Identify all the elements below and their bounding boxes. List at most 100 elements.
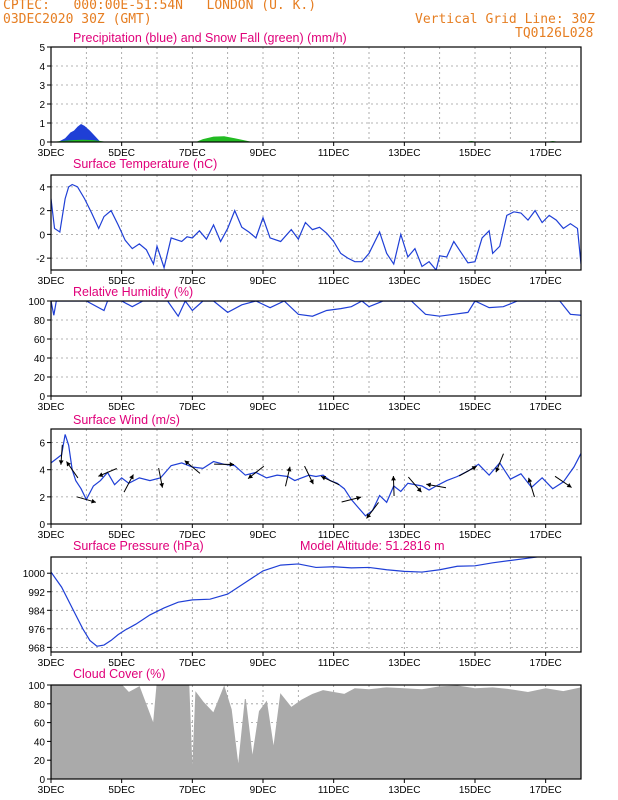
panel-1-precipitation-blue-and-s: Precipitation (blue) and Snow Fall (gree…	[38, 31, 582, 159]
y-tick-label: 992	[28, 588, 45, 599]
y-tick-label: 3	[39, 81, 45, 92]
location-header: CPTEC: 000:00E-51:54N LONDON (U. K.)	[3, 0, 317, 13]
y-tick-label: 1	[39, 119, 45, 130]
y-tick-label: 0	[39, 230, 45, 241]
wind-arrow-head	[495, 467, 500, 473]
panel-2-surface-temperature-nc: Surface Temperature (nC) -2 0 2 4 3DEC 5DEC 7DE…	[36, 157, 582, 287]
x-tick-label: 13DEC	[388, 148, 420, 159]
x-tick-label: 3DEC	[38, 276, 65, 287]
x-tick-label: 7DEC	[179, 276, 206, 287]
wind-arrow-head	[366, 513, 372, 519]
x-tick-label: 5DEC	[108, 148, 135, 159]
x-tick-label: 17DEC	[530, 785, 562, 796]
y-tick-label: 1000	[23, 569, 46, 580]
x-tick-label: 17DEC	[530, 276, 562, 287]
panel-title: Relative Humidity (%)	[73, 285, 193, 299]
x-tick-label: 11DEC	[318, 785, 350, 796]
series-line	[51, 183, 581, 270]
y-tick-label: 968	[28, 643, 45, 654]
wind-arrow-head	[527, 477, 533, 483]
series-line	[51, 557, 542, 647]
wind-arrow-head	[58, 460, 64, 465]
x-tick-label: 5DEC	[108, 402, 135, 413]
x-tick-label: 13DEC	[388, 402, 420, 413]
y-tick-label: 2	[39, 493, 45, 504]
panel-subtitle: Model Altitude: 51.2816 m	[300, 539, 445, 553]
panel-title: Precipitation (blue) and Snow Fall (gree…	[73, 31, 347, 45]
wind-arrow-head	[426, 482, 432, 488]
panel-frame	[50, 684, 582, 780]
wind-arrow-head	[248, 473, 253, 479]
x-tick-label: 3DEC	[38, 402, 65, 413]
wind-arrow-head	[321, 476, 327, 481]
x-tick-label: 5DEC	[108, 530, 135, 541]
x-tick-label: 5DEC	[108, 785, 135, 796]
wind-arrow-head	[159, 482, 164, 488]
x-tick-label: 5DEC	[108, 276, 135, 287]
wind-arrow-head	[229, 461, 235, 467]
x-tick-label: 3DEC	[38, 658, 65, 669]
x-tick-label: 5DEC	[108, 658, 135, 669]
y-tick-label: 0	[39, 392, 45, 403]
x-tick-label: 9DEC	[250, 276, 277, 287]
panel-title: Surface Pressure (hPa)	[73, 539, 204, 553]
y-tick-label: 100	[28, 297, 45, 308]
precip-area-green	[51, 136, 560, 142]
x-tick-label: 15DEC	[459, 276, 491, 287]
wind-arrow-head	[391, 476, 396, 481]
grid-note: Vertical Grid Line: 30Z	[415, 12, 596, 27]
y-tick-label: 100	[28, 681, 45, 692]
y-tick-label: 4	[39, 62, 45, 73]
x-tick-label: 11DEC	[318, 530, 350, 541]
x-tick-label: 7DEC	[179, 148, 206, 159]
panel-frame	[50, 174, 582, 271]
y-tick-label: 4	[39, 466, 45, 477]
wind-arrow-head	[286, 466, 292, 472]
x-tick-label: 15DEC	[459, 402, 491, 413]
x-tick-label: 7DEC	[179, 530, 206, 541]
y-tick-label: 4	[39, 183, 45, 194]
x-tick-label: 13DEC	[388, 658, 420, 669]
panel-title: Surface Wind (m/s)	[73, 413, 180, 427]
wind-arrow-head	[566, 483, 572, 488]
x-tick-label: 11DEC	[318, 658, 350, 669]
x-tick-label: 7DEC	[179, 785, 206, 796]
x-tick-label: 9DEC	[250, 148, 277, 159]
cloud-cover-area	[50, 684, 582, 780]
wind-arrow-head	[416, 487, 422, 493]
x-tick-label: 13DEC	[388, 785, 420, 796]
x-tick-label: 15DEC	[459, 148, 491, 159]
panel-frame	[50, 46, 582, 143]
x-tick-label: 9DEC	[250, 530, 277, 541]
wind-arrow-head	[471, 466, 477, 471]
panel-frame	[50, 300, 582, 397]
x-tick-label: 9DEC	[250, 402, 277, 413]
y-tick-label: 40	[34, 354, 46, 365]
x-tick-label: 3DEC	[38, 785, 65, 796]
x-tick-label: 15DEC	[459, 785, 491, 796]
x-tick-label: 13DEC	[388, 276, 420, 287]
x-tick-label: 3DEC	[38, 148, 65, 159]
x-tick-label: 9DEC	[250, 658, 277, 669]
x-tick-label: 17DEC	[530, 658, 562, 669]
panel-title: Cloud Cover (%)	[73, 667, 165, 681]
y-tick-label: 80	[34, 316, 46, 327]
y-tick-label: 2	[39, 100, 45, 111]
series-line	[51, 301, 581, 318]
y-tick-label: -2	[36, 254, 45, 265]
y-tick-label: 20	[34, 373, 46, 384]
x-tick-label: 17DEC	[530, 402, 562, 413]
panel-3-relative-humidity: Relative Humidity (%) 0 20 40 60 80 100 3DEC 5DE…	[28, 285, 582, 413]
y-tick-label: 60	[34, 335, 46, 346]
x-tick-label: 17DEC	[530, 148, 562, 159]
wind-arrow-head	[98, 472, 104, 477]
y-tick-label: 5	[39, 43, 45, 54]
wind-arrow-head	[91, 498, 96, 504]
x-tick-label: 7DEC	[179, 402, 206, 413]
model-code: TQ0126L028	[515, 26, 594, 41]
x-tick-label: 9DEC	[250, 785, 277, 796]
y-tick-label: 2	[39, 207, 45, 218]
y-tick-label: 60	[34, 719, 46, 730]
